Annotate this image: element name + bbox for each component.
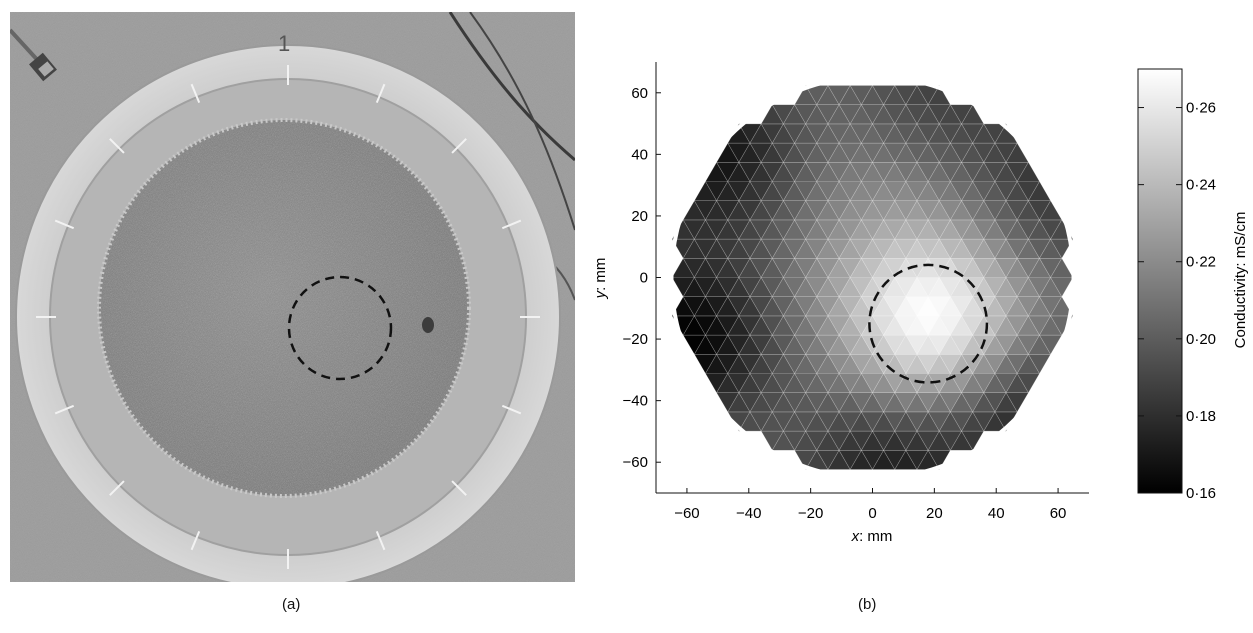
caption-b: (b) bbox=[858, 596, 877, 613]
x-tick-label: 20 bbox=[926, 505, 943, 522]
colorbar-label: Conductivity: mS/cm bbox=[1232, 212, 1249, 349]
colorbar-ticks: 0·16 0·18 0·20 0·22 0·24 0·26 bbox=[1138, 100, 1216, 502]
y-tick-label: −40 bbox=[623, 393, 648, 410]
colorbar-tick-label: 0·18 bbox=[1186, 408, 1216, 425]
y-tick-label: −20 bbox=[623, 331, 648, 348]
tank-number-label: 1 bbox=[278, 31, 290, 56]
x-tick-label: −40 bbox=[736, 505, 761, 522]
colorbar-tick-label: 0·16 bbox=[1186, 485, 1216, 502]
y-ticks: −60 −40 −20 0 20 40 60 bbox=[623, 85, 661, 471]
x-tick-label: 40 bbox=[988, 505, 1005, 522]
y-tick-label: 40 bbox=[631, 146, 648, 163]
inclusion-marker bbox=[868, 263, 989, 384]
colorbar-tick-label: 0·22 bbox=[1186, 254, 1216, 271]
electrodes bbox=[36, 65, 540, 569]
y-tick-label: −60 bbox=[623, 454, 648, 471]
conductivity-mesh bbox=[669, 74, 1076, 481]
x-axis-label: x: mm bbox=[851, 528, 893, 545]
y-tick-label: 60 bbox=[631, 85, 648, 102]
x-tick-label: −20 bbox=[798, 505, 823, 522]
y-tick-label: 20 bbox=[631, 208, 648, 225]
tank-photo: 1 bbox=[10, 12, 575, 582]
y-axis-label: y: mm bbox=[592, 258, 609, 300]
colorbar: 0·16 0·18 0·20 0·22 0·24 0·26 Conductivity: m… bbox=[1137, 68, 1249, 502]
inclusion-marker-photo bbox=[287, 275, 393, 381]
x-tick-label: −60 bbox=[674, 505, 699, 522]
x-tick-label: 0 bbox=[868, 505, 876, 522]
colorbar-tick-label: 0·26 bbox=[1186, 100, 1216, 117]
colorbar-tick-label: 0·24 bbox=[1186, 177, 1216, 194]
x-tick-label: 60 bbox=[1050, 505, 1067, 522]
colorbar-tick-label: 0·20 bbox=[1186, 331, 1216, 348]
x-ticks: −60 −40 −20 0 20 40 60 bbox=[674, 488, 1066, 522]
colorbar-gradient bbox=[1137, 68, 1183, 494]
caption-a: (a) bbox=[282, 596, 301, 613]
y-tick-label: 0 bbox=[640, 270, 648, 287]
